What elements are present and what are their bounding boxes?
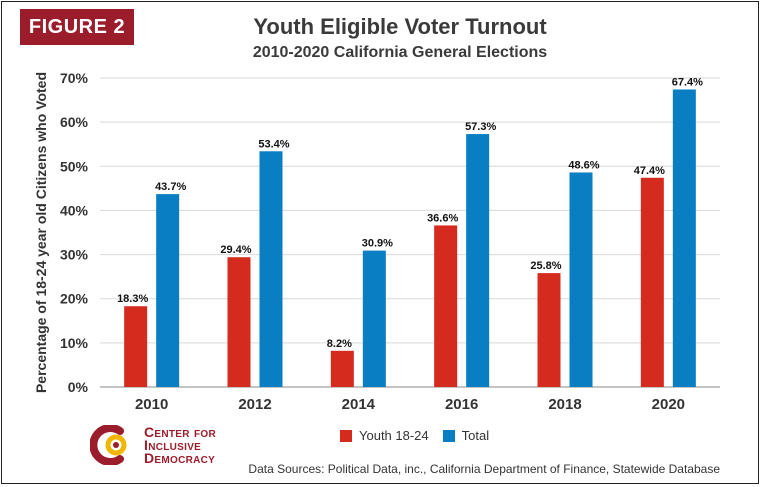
bar-youth <box>640 177 664 387</box>
data-label: 8.2% <box>327 338 352 350</box>
bar-youth <box>434 225 458 387</box>
y-tick-label: 0% <box>68 379 89 395</box>
x-tick-label: 2016 <box>445 396 478 413</box>
data-label: 48.6% <box>568 159 599 171</box>
legend-item-youth: Youth 18-24 <box>340 428 429 443</box>
data-label: 53.4% <box>258 138 289 150</box>
legend-label-youth: Youth 18-24 <box>359 428 429 443</box>
legend-label-total: Total <box>461 428 490 443</box>
data-label: 36.6% <box>427 212 458 224</box>
x-tick-label: 2018 <box>548 396 581 413</box>
x-tick-label: 2010 <box>135 396 168 413</box>
y-tick-label: 60% <box>60 114 89 130</box>
data-sources: Data Sources: Political Data, inc., Cali… <box>248 462 720 476</box>
bar-youth <box>227 257 251 387</box>
data-label: 67.4% <box>672 76 703 88</box>
data-label: 43.7% <box>155 181 186 193</box>
bar-total <box>466 134 490 387</box>
y-axis-label: Percentage of 18-24 year old Citizens wh… <box>33 72 49 393</box>
logo-icon <box>90 425 127 465</box>
y-tick-label: 30% <box>60 247 89 263</box>
data-label: 57.3% <box>465 121 496 133</box>
x-tick-label: 2020 <box>652 396 685 413</box>
y-tick-label: 70% <box>60 70 89 86</box>
data-label: 30.9% <box>362 238 393 250</box>
bar-youth <box>330 350 354 387</box>
data-label: 18.3% <box>117 293 148 305</box>
bar-total <box>569 172 593 387</box>
bar-total <box>362 250 386 387</box>
data-label: 47.4% <box>634 165 665 177</box>
bar-total <box>259 151 283 387</box>
bar-total <box>672 89 696 387</box>
logo-line: Inclusive <box>144 437 202 453</box>
data-label: 29.4% <box>220 244 251 256</box>
legend: Youth 18-24 Total <box>340 428 503 443</box>
logo-line: Center for <box>144 424 216 440</box>
bar-total <box>156 194 180 387</box>
bar-youth <box>124 306 148 387</box>
chart-subtitle: 2010-2020 California General Elections <box>252 44 548 61</box>
figure-label: FIGURE 2 <box>20 9 134 45</box>
x-tick-label: 2012 <box>238 396 271 413</box>
logo-line: Democracy <box>144 450 216 466</box>
y-tick-label: 50% <box>60 158 89 174</box>
legend-swatch-youth <box>340 429 352 442</box>
data-label: 25.8% <box>530 260 561 272</box>
y-tick-label: 40% <box>60 202 89 218</box>
legend-item-total: Total <box>442 428 490 443</box>
chart-title: Youth Eligible Voter Turnout <box>253 14 547 39</box>
bar-youth <box>537 273 561 387</box>
y-tick-label: 10% <box>60 335 89 351</box>
x-tick-label: 2014 <box>342 396 376 413</box>
legend-swatch-total <box>442 429 455 442</box>
y-tick-label: 20% <box>60 291 89 307</box>
logo-text: Center for Inclusive Democracy <box>144 424 216 466</box>
